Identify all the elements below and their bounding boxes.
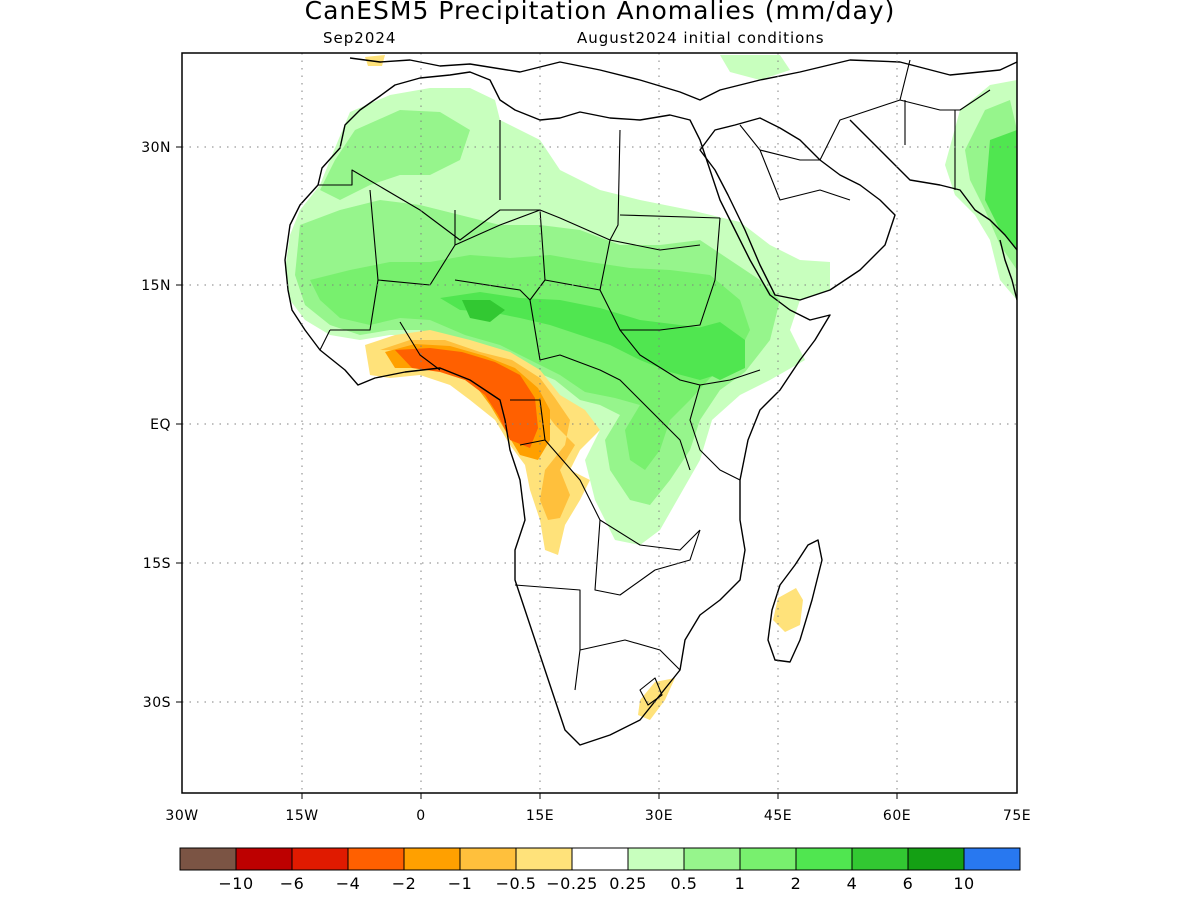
persian-gulf-coast	[849, 119, 1017, 251]
colorbar-label: 4	[847, 874, 858, 893]
arabian-peninsula-coastline	[699, 117, 896, 301]
lat-label-30n: 30N	[141, 140, 171, 156]
india-coast	[999, 239, 1017, 301]
colorbar-swatch	[683, 847, 741, 871]
colorbar-label: 0.25	[609, 874, 647, 893]
lon-label-15e: 15E	[526, 808, 554, 824]
colorbar-swatch	[627, 847, 685, 871]
colorbar-label: −2	[392, 874, 417, 893]
colorbar-swatch	[963, 847, 1021, 871]
colorbar-label: −0.5	[496, 874, 537, 893]
colorbar-swatch	[179, 847, 237, 871]
colorbar-swatch	[459, 847, 517, 871]
lon-label-60e: 60E	[883, 808, 911, 824]
colorbar-swatch	[571, 847, 629, 871]
colorbar-swatch	[291, 847, 349, 871]
anomaly-region-yellow-madagascar	[773, 588, 803, 632]
colorbar-label: 2	[791, 874, 802, 893]
colorbar-label: −6	[280, 874, 305, 893]
chart-title: CanESM5 Precipitation Anomalies (mm/day)	[304, 0, 896, 25]
lat-label-30s: 30S	[143, 695, 171, 711]
anomaly-region-dark-orange	[395, 348, 538, 448]
lat-label-eq: EQ	[150, 417, 171, 433]
coastlines-and-borders	[284, 57, 1017, 746]
anomaly-region-green-east-india	[985, 130, 1017, 250]
colorbar-swatch	[235, 847, 293, 871]
initial-conditions: August2024 initial conditions	[577, 29, 825, 47]
tick-marks	[176, 146, 898, 799]
madagascar-coastline	[767, 539, 823, 663]
lat-label-15s: 15S	[143, 556, 171, 572]
mediterranean-north-coast	[349, 57, 1017, 101]
colorbar-label: −1	[448, 874, 473, 893]
colorbar-swatch	[515, 847, 573, 871]
map-frame	[181, 52, 1018, 794]
anomaly-region-yellow-north-coast	[365, 55, 385, 66]
lon-label-75e: 75E	[1003, 808, 1031, 824]
colorbar-swatch	[347, 847, 405, 871]
anomaly-region-green-eastern-highlands	[690, 322, 745, 380]
latitude-labels: 30N 15N EQ 15S 30S	[141, 140, 171, 711]
anomaly-region-light-green-levant	[720, 55, 790, 80]
colorbar-label: −4	[336, 874, 361, 893]
colorbar-label: 6	[903, 874, 914, 893]
anomaly-region-dark-green	[462, 300, 505, 322]
lat-label-15n: 15N	[141, 278, 171, 294]
colorbar-swatch	[907, 847, 965, 871]
lon-label-30w: 30W	[165, 808, 198, 824]
lon-label-15w: 15W	[285, 808, 318, 824]
colorbar-label: −10	[218, 874, 253, 893]
colorbar-swatch	[851, 847, 909, 871]
lon-label-45e: 45E	[764, 808, 792, 824]
anomaly-region-bright-green-sahel	[310, 255, 750, 470]
lon-label-0: 0	[416, 808, 425, 824]
colorbar-swatch	[795, 847, 853, 871]
colorbar-label: 1	[735, 874, 746, 893]
colorbar-label: 10	[953, 874, 974, 893]
colorbar-label: 0.5	[671, 874, 698, 893]
colorbar-swatch	[739, 847, 797, 871]
lon-label-30e: 30E	[645, 808, 673, 824]
border-lines	[318, 120, 761, 706]
anomaly-region-green-sahara	[320, 110, 470, 200]
forecast-month: Sep2024	[323, 29, 397, 47]
colorbar-swatch	[403, 847, 461, 871]
longitude-labels: 30W 15W 0 15E 30E 45E 60E 75E	[165, 808, 1031, 824]
map-plot-area	[182, 53, 1017, 793]
colorbar-label: −0.25	[546, 874, 598, 893]
middle-east-borders	[739, 59, 991, 201]
colorbar: −10 −6 −4 −2 −1 −0.5 −0.25 0.25 0.5 1 2 4 6 10	[179, 847, 1021, 893]
anomaly-region-green-core	[440, 292, 740, 380]
